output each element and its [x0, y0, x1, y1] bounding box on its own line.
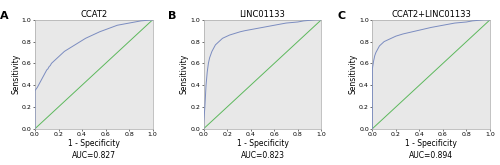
Y-axis label: Sensitivity: Sensitivity: [348, 54, 358, 94]
Text: B: B: [168, 11, 177, 21]
Title: CCAT2+LINC01133: CCAT2+LINC01133: [392, 10, 471, 19]
X-axis label: 1 - Specificity
AUC=0.827: 1 - Specificity AUC=0.827: [68, 139, 120, 160]
Text: A: A: [0, 11, 8, 21]
X-axis label: 1 - Specificity
AUC=0.894: 1 - Specificity AUC=0.894: [406, 139, 457, 160]
Y-axis label: Sensitivity: Sensitivity: [180, 54, 189, 94]
Title: LINC01133: LINC01133: [240, 10, 286, 19]
X-axis label: 1 - Specificity
AUC=0.823: 1 - Specificity AUC=0.823: [236, 139, 288, 160]
Y-axis label: Sensitivity: Sensitivity: [12, 54, 20, 94]
Title: CCAT2: CCAT2: [80, 10, 108, 19]
Text: C: C: [337, 11, 345, 21]
